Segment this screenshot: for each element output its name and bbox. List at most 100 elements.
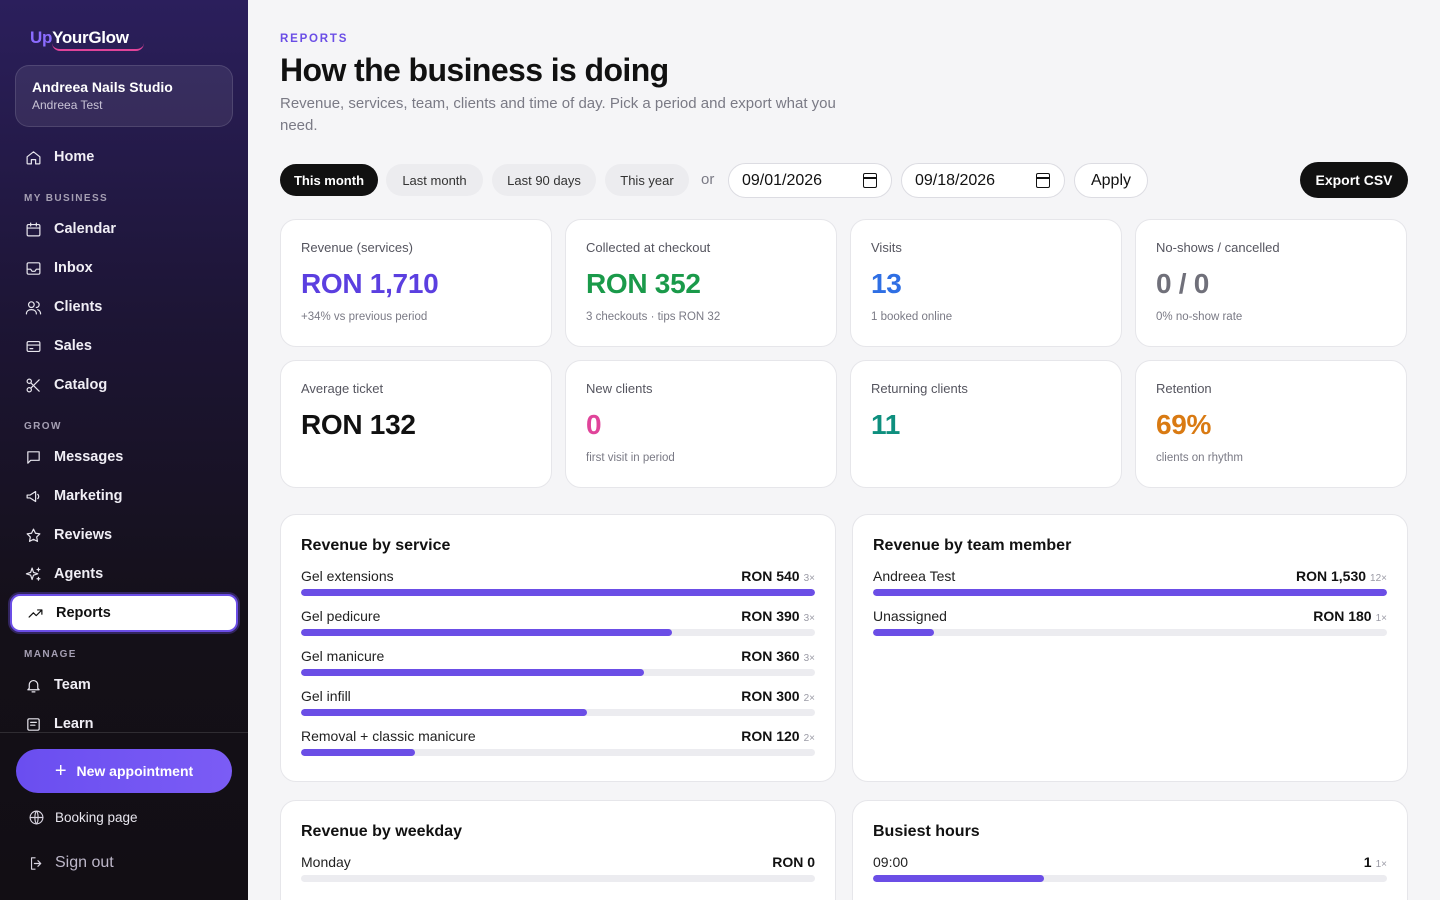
bar-label: Gel pedicure	[301, 608, 381, 624]
bar-label: Removal + classic manicure	[301, 728, 476, 744]
booking-page-label: Booking page	[55, 810, 138, 825]
from-date-input[interactable]: 09/01/2026	[728, 163, 892, 198]
bar-count: 12×	[1370, 573, 1387, 584]
book-icon	[24, 715, 42, 733]
bar-value-group: RON 120 2×	[741, 728, 815, 744]
kpi-note: 1 booked online	[871, 311, 953, 323]
message-icon	[24, 448, 42, 466]
nav-inbox[interactable]: Inbox	[10, 250, 238, 286]
kpi-new-clients: New clients 0 first visit in period	[565, 360, 837, 488]
bar-track	[301, 589, 815, 596]
bar-track	[301, 749, 815, 756]
trend-up-icon	[26, 604, 44, 622]
kpi-note: first visit in period	[586, 452, 675, 464]
sign-out-label: Sign out	[55, 854, 114, 871]
nav-catalog-label: Catalog	[54, 377, 108, 393]
nav-marketing[interactable]: Marketing	[10, 478, 238, 514]
globe-icon	[29, 810, 44, 825]
new-appointment-button[interactable]: + New appointment	[16, 749, 232, 793]
kpi-note: 3 checkouts · tips RON 32	[586, 311, 721, 323]
kpi-visits: Visits 13 1 booked online	[850, 219, 1122, 347]
bar-count: 2×	[803, 693, 815, 704]
page-subtitle: Revenue, services, team, clients and tim…	[280, 95, 836, 134]
nav-team[interactable]: Team	[10, 667, 238, 703]
sidebar: UpYourGlow Andreea Nails Studio Andreea …	[0, 0, 248, 900]
bar-row: Unassigned RON 180 1×	[873, 608, 1387, 648]
nav-learn[interactable]: Learn	[10, 706, 238, 742]
kpi-collected: Collected at checkout RON 352 3 checkout…	[565, 219, 837, 347]
kpi-note: +34% vs previous period	[301, 311, 428, 323]
nav-messages[interactable]: Messages	[10, 439, 238, 475]
team-bar-list: Andreea Test RON 1,530 12× Unassigned RON 18…	[873, 568, 1387, 648]
nav-home[interactable]: Home	[10, 139, 238, 175]
export-csv-button[interactable]: Export CSV	[1300, 162, 1408, 198]
bar-row: Gel extensions RON 540 3×	[301, 568, 815, 608]
booking-page-link[interactable]: Booking page	[28, 809, 138, 826]
bar-head: Gel infill RON 300 2×	[301, 688, 815, 704]
bar-label: Gel manicure	[301, 648, 385, 664]
megaphone-icon	[24, 487, 42, 505]
sales-icon	[24, 337, 42, 355]
nav-catalog[interactable]: Catalog	[10, 367, 238, 403]
bar-head: Gel manicure RON 360 3×	[301, 648, 815, 664]
filter-last-90-days[interactable]: Last 90 days	[492, 164, 596, 196]
kpi-retention: Retention 69% clients on rhythm	[1135, 360, 1407, 488]
bar-fill	[873, 875, 1045, 882]
brand-logo[interactable]: UpYourGlow	[30, 28, 144, 51]
sparkles-icon	[24, 565, 42, 583]
star-icon	[24, 526, 42, 544]
studio-switcher[interactable]: Andreea Nails Studio Andreea Test	[15, 65, 233, 127]
scissors-icon	[24, 376, 42, 394]
to-date-input[interactable]: 09/18/2026	[901, 163, 1065, 198]
panel-title: Revenue by weekday	[301, 823, 462, 840]
apply-button[interactable]: Apply	[1074, 163, 1148, 198]
nav-reports[interactable]: Reports	[10, 594, 238, 632]
panel-revenue-by-team: Revenue by team member Andreea Test RON 1…	[852, 514, 1408, 782]
nav-inbox-label: Inbox	[54, 260, 93, 276]
bar-head: Removal + classic manicure RON 120 2×	[301, 728, 815, 744]
bar-row: Removal + classic manicure RON 120 2×	[301, 728, 815, 768]
nav-clients[interactable]: Clients	[10, 289, 238, 325]
nav-messages-label: Messages	[54, 449, 124, 465]
nav-reviews[interactable]: Reviews	[10, 517, 238, 553]
bar-value: RON 180	[1313, 608, 1372, 624]
bar-value: RON 1,530	[1295, 568, 1367, 584]
bar-label: Monday	[301, 854, 351, 870]
calendar-icon[interactable]	[1036, 173, 1050, 188]
bar-head: Andreea Test RON 1,530 12×	[873, 568, 1387, 584]
filter-last-month[interactable]: Last month	[386, 164, 483, 196]
bar-value: 1	[1363, 854, 1372, 870]
nav-agents[interactable]: Agents	[10, 556, 238, 592]
filter-this-month[interactable]: This month	[280, 164, 378, 196]
panel-revenue-by-service: Revenue by service Gel extensions RON 540…	[280, 514, 836, 782]
nav-calendar[interactable]: Calendar	[10, 211, 238, 247]
bar-label: Gel infill	[301, 688, 351, 704]
bar-track	[873, 875, 1387, 882]
bar-value-group: RON 1,530 12×	[1296, 568, 1387, 584]
bar-track	[873, 589, 1387, 596]
sign-out-button[interactable]: Sign out	[28, 854, 114, 872]
filter-this-year[interactable]: This year	[605, 164, 689, 196]
kpi-label: Returning clients	[871, 381, 968, 396]
calendar-icon[interactable]	[863, 173, 877, 188]
kpi-value: 0 / 0	[1156, 268, 1209, 299]
from-date-value: 09/01/2026	[742, 171, 823, 189]
home-icon	[24, 148, 42, 166]
kpi-value: 11	[871, 409, 900, 440]
nav-reviews-label: Reviews	[54, 527, 113, 543]
nav-home-label: Home	[54, 149, 95, 165]
bar-row: Gel manicure RON 360 3×	[301, 648, 815, 688]
bar-value: RON 120	[741, 728, 800, 744]
page-eyebrow: REPORTS	[280, 33, 349, 45]
main-content: REPORTS How the business is doing Revenu…	[248, 0, 1440, 900]
bar-head: Monday RON 0	[301, 854, 815, 870]
bar-row: Gel infill RON 300 2×	[301, 688, 815, 728]
nav-sales[interactable]: Sales	[10, 328, 238, 364]
bar-row: 09:00 1 1×	[873, 854, 1387, 894]
bar-head: Gel pedicure RON 390 3×	[301, 608, 815, 624]
bar-value: RON 0	[772, 854, 815, 870]
plus-icon: +	[54, 760, 67, 782]
bar-value: RON 360	[741, 648, 800, 664]
bar-fill	[873, 589, 1387, 596]
kpi-label: No-shows / cancelled	[1156, 240, 1280, 255]
